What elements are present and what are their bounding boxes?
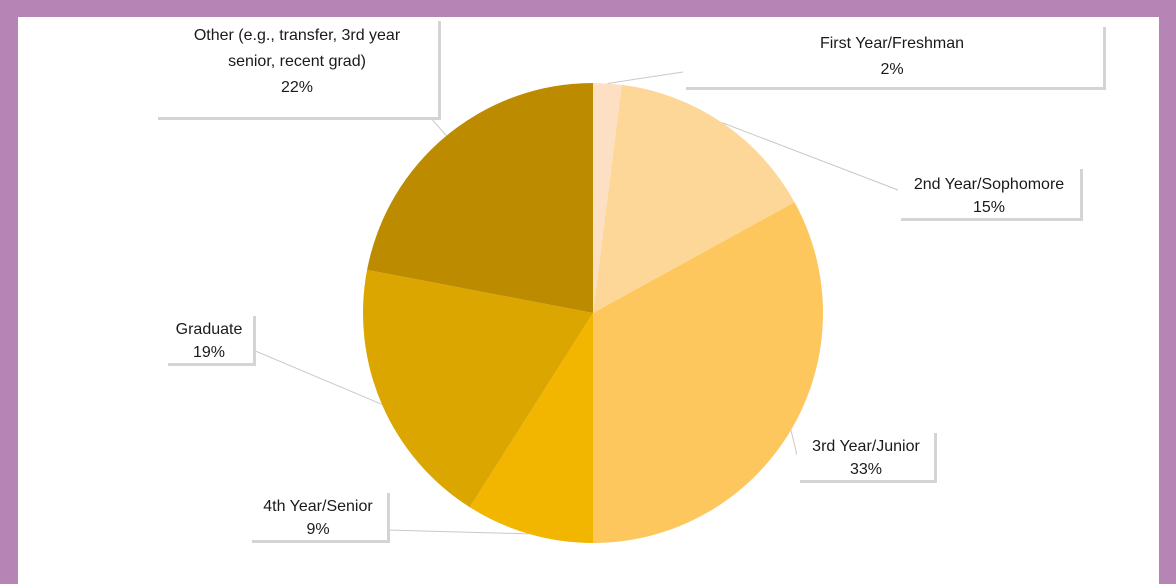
- slice-value-label: 33%: [850, 461, 882, 478]
- slice-category-label: 2nd Year/Sophomore: [914, 176, 1064, 193]
- label-box: [797, 430, 934, 480]
- label-box: [898, 166, 1080, 218]
- pie-slice-3: [593, 202, 823, 543]
- slice-category-label: 4th Year/Senior: [263, 498, 373, 515]
- pie-slice-6: [367, 83, 593, 313]
- leader-line: [252, 349, 383, 405]
- pie-slice-1: [593, 83, 622, 313]
- leader-line: [429, 116, 447, 137]
- leader-line: [607, 71, 684, 84]
- pie-slice-2: [593, 84, 795, 313]
- label-box: [249, 490, 387, 540]
- pie-slice-4: [469, 313, 593, 543]
- label-box: [155, 18, 438, 117]
- label-box: [165, 313, 253, 363]
- slice-category-label: 3rd Year/Junior: [812, 438, 920, 455]
- label-box: [683, 24, 1103, 87]
- slice-value-label: 9%: [306, 521, 329, 538]
- slice-value-label: 19%: [193, 344, 225, 361]
- leader-line: [722, 122, 899, 191]
- slice-category-label: Graduate: [176, 321, 243, 338]
- leader-line: [790, 429, 798, 456]
- slice-value-label: 22%: [281, 79, 313, 96]
- leader-line: [386, 529, 529, 535]
- slice-value-label: 15%: [973, 199, 1005, 216]
- slice-category-label: First Year/Freshman: [820, 35, 964, 52]
- pie-slice-5: [363, 269, 593, 508]
- slice-category-label: Other (e.g., transfer, 3rd year: [194, 27, 401, 44]
- slice-value-label: 2%: [880, 61, 903, 78]
- slice-category-label: senior, recent grad): [228, 53, 366, 70]
